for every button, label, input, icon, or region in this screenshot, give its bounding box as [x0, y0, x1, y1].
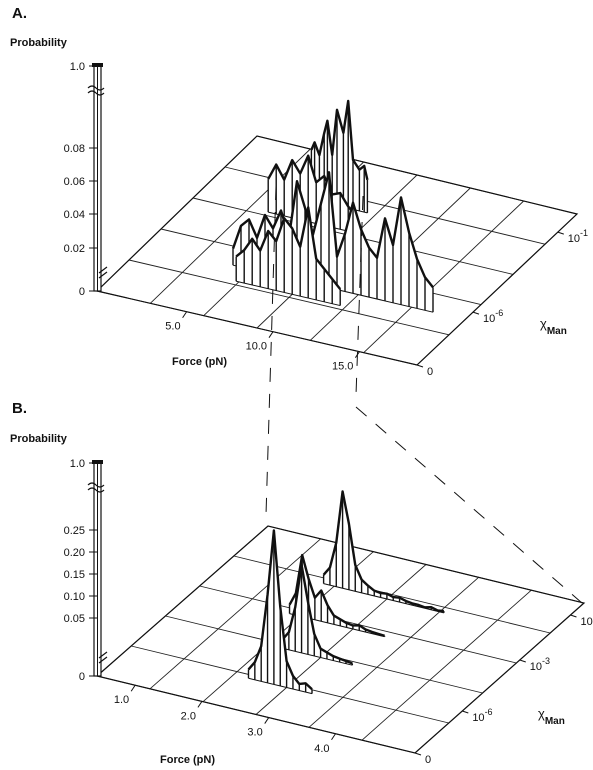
series-outline	[235, 206, 342, 290]
series-outline	[231, 171, 434, 289]
grid-line	[255, 564, 427, 715]
series-outline	[275, 563, 353, 665]
series-outline	[288, 553, 385, 637]
grid-line	[150, 148, 311, 304]
data-series	[235, 206, 342, 307]
x-tick	[331, 733, 336, 741]
y-tick-label: 10-1	[568, 228, 588, 245]
z-axis: 1.0 0.25 0.20 0.15 0.10 0.05 0	[64, 458, 108, 683]
y-tick	[519, 659, 526, 663]
floor-frame	[95, 525, 586, 754]
x-tick-label: 1.0	[114, 694, 129, 706]
z-tick-label: 0.04	[64, 209, 85, 221]
z-tick-label: 0	[79, 671, 85, 683]
x-tick	[264, 717, 270, 724]
grid-line	[233, 555, 551, 634]
data-series	[247, 529, 313, 695]
y-tick	[414, 752, 422, 756]
z-tick-label: 0.06	[64, 176, 85, 188]
z-tick-label: 0.15	[64, 569, 85, 581]
z-axis: 1.0 0.08 0.06 0.04 0.02 0	[64, 61, 108, 298]
x-tick-label: 3.0	[247, 727, 262, 739]
panel-label: B.	[12, 400, 27, 417]
grid-line	[308, 576, 479, 728]
z-tick-label: 1.0	[70, 61, 85, 73]
zoom-connector-lines	[265, 185, 583, 604]
z-tick-label: 0.10	[64, 591, 85, 603]
z-axis-title: Probability	[10, 433, 68, 445]
z-tick-label: 0.25	[64, 525, 85, 537]
z-tick-label: 0.05	[64, 613, 85, 625]
series-outline	[267, 154, 358, 218]
axis-break-mark	[87, 482, 105, 493]
grid-line	[363, 200, 524, 353]
z-tick-label: 0.02	[64, 243, 85, 255]
series-area	[289, 555, 385, 637]
series-area	[233, 172, 433, 313]
x-tick	[197, 701, 203, 708]
series-baseline	[236, 280, 341, 307]
zoom-connector-line	[355, 195, 364, 396]
z-tick-label: 0	[79, 286, 85, 298]
y-tick-label: 10-6	[483, 308, 503, 325]
y-tick	[557, 231, 564, 235]
axis-break-mark	[98, 651, 108, 664]
data-series	[275, 563, 354, 666]
data-series	[267, 154, 358, 234]
y-tick	[472, 311, 480, 315]
zoom-connector-line	[265, 185, 277, 516]
z-tick-label: 0.20	[64, 547, 85, 559]
x-tick	[268, 331, 274, 338]
series-baseline	[323, 583, 444, 614]
z-tick-label: 1.0	[70, 458, 85, 470]
x-tick-label: 4.0	[314, 743, 329, 755]
axis-break-mark	[87, 85, 105, 96]
data-series	[322, 490, 445, 614]
series-outline	[310, 99, 369, 181]
axis-break-mark	[98, 266, 108, 279]
panel-label: A.	[12, 5, 27, 22]
y-tick-label: 0	[425, 754, 431, 766]
x-tick-label: 2.0	[181, 710, 196, 722]
x-tick-label: 10.0	[246, 341, 267, 353]
floor-frame	[95, 135, 579, 366]
x-axis-title: Force (pN)	[160, 754, 215, 766]
y-tick	[462, 710, 469, 714]
grid-line	[128, 259, 450, 336]
series-area	[323, 491, 444, 613]
series-area	[236, 207, 341, 306]
series-outline	[322, 490, 444, 613]
y-tick-label: 0	[427, 366, 433, 378]
zero-force-bar-cap	[92, 63, 103, 67]
y-tick	[570, 614, 577, 618]
series-area	[268, 155, 357, 234]
y-axis-title: χMan	[540, 316, 567, 337]
y-tick-label: 10-1	[580, 611, 593, 628]
x-tick	[182, 311, 188, 318]
zero-force-bar-cap	[92, 460, 103, 464]
y-tick-label: 10-6	[472, 707, 492, 724]
x-tick-label: 15.0	[332, 361, 353, 373]
grid-line	[361, 589, 532, 741]
z-axis-title: Probability	[10, 37, 68, 49]
grid-line	[149, 538, 321, 690]
panel-b: B.Probability1.00.250.200.150.100.0501.0…	[10, 400, 593, 766]
x-axis-title: Force (pN)	[172, 356, 227, 368]
series-baseline	[276, 646, 353, 666]
y-axis-title: χMan	[538, 706, 565, 727]
z-tick-label: 0.08	[64, 143, 85, 155]
x-tick	[130, 684, 136, 692]
series-baseline	[248, 677, 313, 695]
zoom-connector-line	[355, 406, 583, 604]
x-tick-label: 5.0	[165, 321, 180, 333]
y-tick	[416, 364, 424, 368]
series-outline	[247, 529, 313, 691]
y-tick-label: 10-3	[530, 656, 550, 673]
